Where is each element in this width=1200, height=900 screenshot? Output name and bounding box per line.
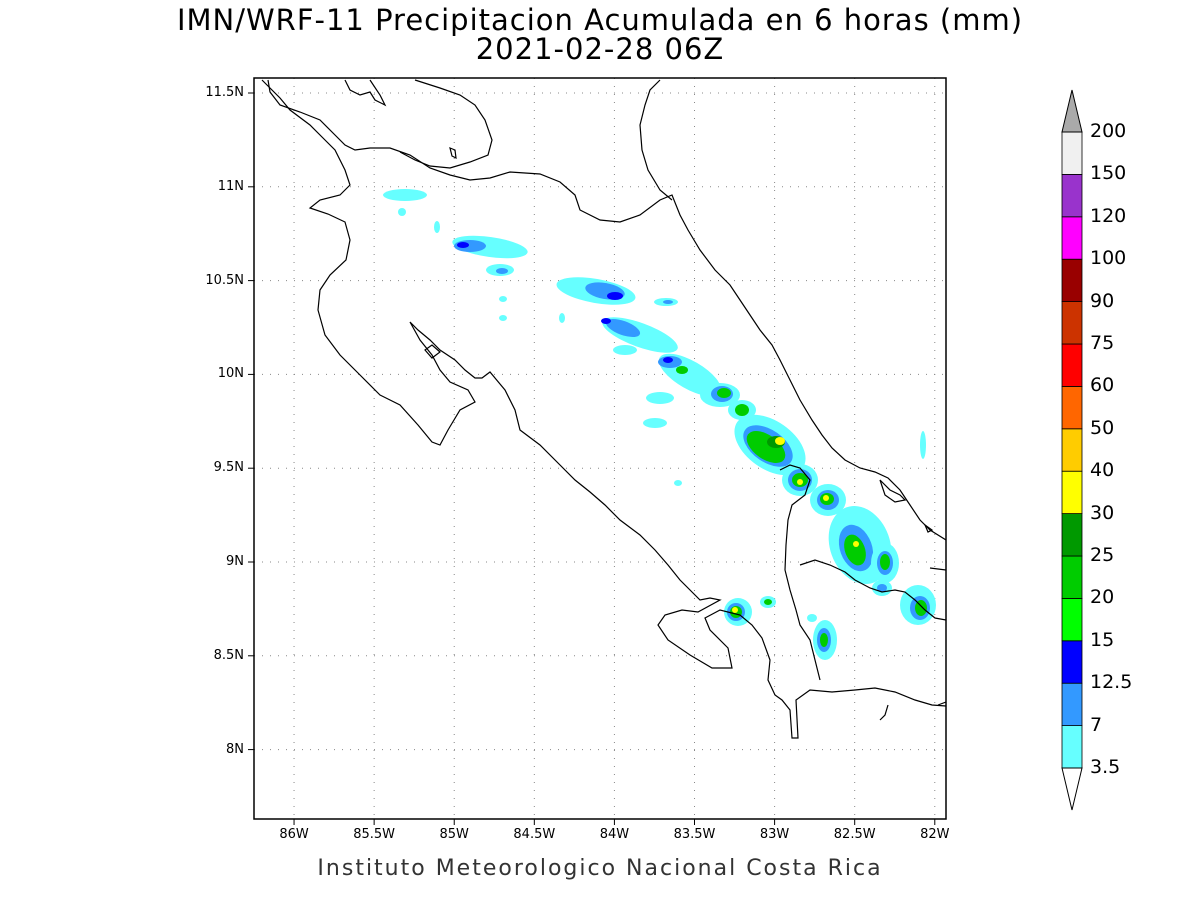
colorbar-level-label: 50 bbox=[1090, 416, 1115, 439]
colorbar-level-label: 40 bbox=[1090, 459, 1115, 482]
colorbar-level-label: 7 bbox=[1090, 713, 1103, 736]
map-subtitle: 2021-02-28 06Z bbox=[475, 32, 725, 66]
footer-credit: Instituto Meteorologico Nacional Costa R… bbox=[317, 856, 883, 881]
lon-tick-label: 83.5W bbox=[673, 827, 716, 842]
colorbar-swatch bbox=[1061, 513, 1083, 557]
colorbar-swatch bbox=[1061, 470, 1083, 515]
colorbar-swatch bbox=[1061, 385, 1083, 430]
colorbar-max-arrow bbox=[1061, 89, 1083, 133]
colorbar-swatch bbox=[1061, 216, 1083, 260]
colorbar-level-label: 200 bbox=[1090, 120, 1127, 142]
colorbar-level-label: 30 bbox=[1090, 501, 1115, 524]
colorbar-level-label: 100 bbox=[1090, 247, 1127, 270]
colorbar-swatch bbox=[1061, 682, 1083, 727]
colorbar bbox=[1061, 89, 1083, 811]
colorbar-swatch bbox=[1061, 258, 1083, 303]
colorbar-swatch bbox=[1061, 555, 1083, 599]
lon-tick-label: 82W bbox=[920, 827, 950, 842]
colorbar-swatch bbox=[1061, 598, 1083, 642]
lon-tick-label: 84.5W bbox=[513, 827, 556, 842]
precipitation-field bbox=[383, 189, 936, 660]
colorbar-level-label: 90 bbox=[1090, 289, 1115, 312]
colorbar-level-label: 60 bbox=[1090, 374, 1115, 397]
grid-lines bbox=[248, 78, 946, 825]
lat-tick-label: 8N bbox=[226, 741, 244, 757]
lon-tick-label: 84W bbox=[599, 827, 630, 842]
lon-tick-label: 85W bbox=[439, 827, 469, 842]
lat-tick-label: 10.5N bbox=[205, 272, 244, 288]
map-title: IMN/WRF-11 Precipitacion Acumulada en 6 … bbox=[176, 3, 1024, 37]
lat-tick-label: 8.5N bbox=[213, 647, 244, 663]
colorbar-level-label: 12.5 bbox=[1090, 671, 1133, 694]
colorbar-level-label: 3.5 bbox=[1090, 756, 1121, 778]
colorbar-level-label: 25 bbox=[1090, 544, 1115, 566]
lon-tick-label: 86W bbox=[279, 827, 309, 842]
colorbar-level-label: 75 bbox=[1090, 332, 1115, 354]
colorbar-swatch bbox=[1061, 343, 1083, 387]
lon-tick-label: 82.5W bbox=[833, 827, 876, 842]
lat-tick-label: 11.5N bbox=[205, 85, 244, 100]
colorbar-swatch bbox=[1061, 725, 1083, 769]
lon-tick-label: 85.5W bbox=[353, 827, 396, 842]
colorbar-level-label: 20 bbox=[1090, 586, 1115, 609]
lat-tick-label: 9N bbox=[226, 553, 244, 569]
plot-frame bbox=[253, 77, 947, 820]
lat-tick-label: 10N bbox=[217, 366, 244, 382]
coastline bbox=[261, 79, 946, 739]
colorbar-min-arrow bbox=[1061, 767, 1083, 811]
colorbar-level-label: 150 bbox=[1090, 162, 1127, 185]
colorbar-swatch bbox=[1061, 173, 1083, 218]
colorbar-swatch bbox=[1061, 301, 1083, 345]
colorbar-swatch bbox=[1061, 428, 1083, 472]
colorbar-swatch bbox=[1061, 640, 1083, 684]
lon-tick-label: 83W bbox=[759, 827, 790, 842]
lat-tick-label: 9.5N bbox=[213, 460, 244, 476]
colorbar-level-label: 120 bbox=[1090, 204, 1127, 227]
lat-tick-label: 11N bbox=[217, 178, 244, 194]
colorbar-swatch bbox=[1061, 131, 1083, 175]
colorbar-level-label: 15 bbox=[1090, 628, 1115, 651]
